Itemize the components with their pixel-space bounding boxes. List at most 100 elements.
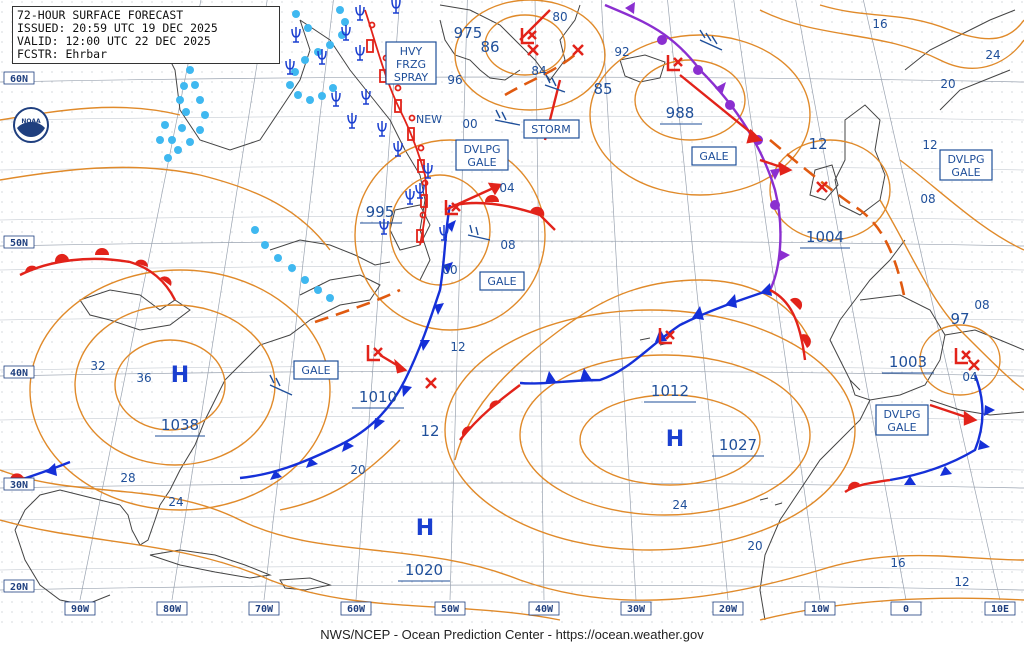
- freezing-spray-icon: [361, 89, 371, 105]
- svg-text:24: 24: [985, 48, 1000, 62]
- svg-text:86: 86: [480, 38, 499, 56]
- isobar-high-1038-inner: [114, 339, 226, 431]
- freezing-spray-icon: [355, 5, 365, 21]
- svg-text:GALE: GALE: [467, 156, 496, 169]
- isobar-south-1: [0, 469, 1024, 601]
- freezing-spray-icon: [317, 49, 327, 65]
- minor-latitude-line: [0, 215, 1024, 221]
- svg-text:04: 04: [499, 181, 514, 195]
- coast-hispaniola: [279, 577, 332, 591]
- svg-text:85: 85: [593, 80, 612, 98]
- freezing-spray-icon: [331, 91, 341, 107]
- svg-text:08: 08: [974, 298, 989, 312]
- isobar-low-975: [484, 14, 566, 76]
- longitude-label-box: [620, 601, 652, 616]
- pressure-1004: 1004: [806, 228, 844, 246]
- svg-text:GALE: GALE: [301, 364, 330, 377]
- pressure-1012: 1012: [651, 382, 689, 400]
- pressure-1010: 1010: [359, 388, 397, 406]
- latitude-label-box: [3, 477, 35, 491]
- svg-text:96: 96: [447, 73, 462, 87]
- latitude-line: [0, 482, 1024, 489]
- isobar-low-988-outer: [589, 34, 811, 196]
- isobar-mid-2: [279, 439, 401, 511]
- svg-text:04: 04: [962, 370, 977, 384]
- isobar-low-1004: [769, 139, 891, 241]
- svg-text:STORM: STORM: [531, 123, 571, 136]
- label-gale-1: GALE: [479, 271, 525, 291]
- svg-text:DVLPG: DVLPG: [947, 153, 984, 166]
- coast-iceland: [619, 54, 666, 83]
- longitude-label-box: [434, 601, 466, 616]
- longitude-label: 80W: [163, 604, 182, 615]
- isobar-north-east-1: [759, 9, 1024, 69]
- latitude-label: 40N: [10, 368, 28, 379]
- isobar-low-975-mid: [454, 0, 606, 111]
- isobar-east-2: [899, 159, 1024, 251]
- x-marker-1: [425, 377, 437, 389]
- label-dvlpg-gale-2: DVLPG GALE: [939, 149, 993, 181]
- label-new: NEW: [416, 113, 442, 126]
- coast-great-lakes: [79, 289, 191, 331]
- label-gale-2: GALE: [293, 360, 339, 380]
- latitude-label-box: [3, 365, 35, 379]
- longitude-label-box: [804, 601, 836, 616]
- warning-frzg: FRZG: [396, 58, 426, 71]
- longitude-line: [863, 0, 1001, 601]
- valid-time: VALID: 12:00 UTC 22 DEC 2025: [17, 34, 211, 48]
- pressure-988: 988: [666, 104, 695, 122]
- svg-text:84: 84: [531, 64, 546, 78]
- longitude-line: [733, 0, 821, 601]
- isobar-high-1038-mid: [74, 304, 276, 466]
- freezing-spray-icon: [391, 0, 401, 14]
- longitude-label-box: [340, 601, 372, 616]
- longitude-line: [534, 0, 545, 601]
- noaa-logo-text: NOAA: [21, 118, 41, 125]
- freezing-spray-icon: [423, 163, 433, 179]
- pressure-995: 995: [366, 203, 395, 221]
- svg-text:32: 32: [90, 359, 105, 373]
- footer-credit: NWS/NCEP - Ocean Prediction Center - htt…: [320, 627, 704, 642]
- warning-hvy: HVY: [400, 45, 423, 58]
- longitude-label: 0: [903, 604, 909, 615]
- isobar-high-1027-mid: [519, 354, 811, 516]
- wind-barbs: [269, 29, 723, 396]
- svg-text:08: 08: [920, 192, 935, 206]
- svg-text:16: 16: [872, 17, 887, 31]
- latitude-label-box: [3, 579, 35, 593]
- x-marker-4: [572, 44, 584, 56]
- longitude-label: 30W: [627, 604, 646, 615]
- svg-text:20: 20: [747, 539, 762, 553]
- latitude-labels: 60N 50N 40N 30N 20N: [3, 71, 35, 593]
- longitude-label: 50W: [441, 604, 460, 615]
- svg-text:36: 36: [136, 371, 151, 385]
- freezing-spray-icon: [379, 219, 389, 235]
- low-marker-988: [666, 55, 683, 72]
- coast-scandinavia: [904, 9, 1016, 111]
- latitude-line: [0, 240, 1024, 247]
- svg-text:GALE: GALE: [951, 166, 980, 179]
- longitude-label: 40W: [535, 604, 554, 615]
- coast-nova-scotia: [299, 274, 381, 321]
- isobar-south-2: [0, 519, 1024, 621]
- latitude-label-box: [3, 235, 35, 249]
- coast-europe-west: [829, 239, 906, 391]
- pressure-1027: 1027: [719, 436, 757, 454]
- longitude-line: [795, 0, 907, 601]
- svg-text:GALE: GALE: [887, 421, 916, 434]
- x-marker-3: [968, 359, 980, 371]
- svg-text:12: 12: [450, 340, 465, 354]
- minor-latitude-line: [0, 515, 1024, 521]
- svg-text:12: 12: [954, 575, 969, 589]
- svg-text:08: 08: [500, 238, 515, 252]
- label-dvlpg-gale-3: DVLPG GALE: [875, 404, 929, 436]
- svg-text:20: 20: [940, 77, 955, 91]
- cold-front-west: [239, 204, 452, 480]
- longitude-label: 90W: [71, 604, 90, 615]
- freezing-spray-icon: [377, 121, 387, 137]
- svg-text:DVLPG: DVLPG: [463, 143, 500, 156]
- low-marker-995: [444, 200, 461, 216]
- noaa-logo: NOAA: [13, 107, 49, 143]
- surface-forecast-map: 60N 50N 40N 30N 20N 90W 80W 70W 60W 50W 40W 30W 20W…: [0, 0, 1024, 628]
- warm-front-lakes: [19, 257, 177, 301]
